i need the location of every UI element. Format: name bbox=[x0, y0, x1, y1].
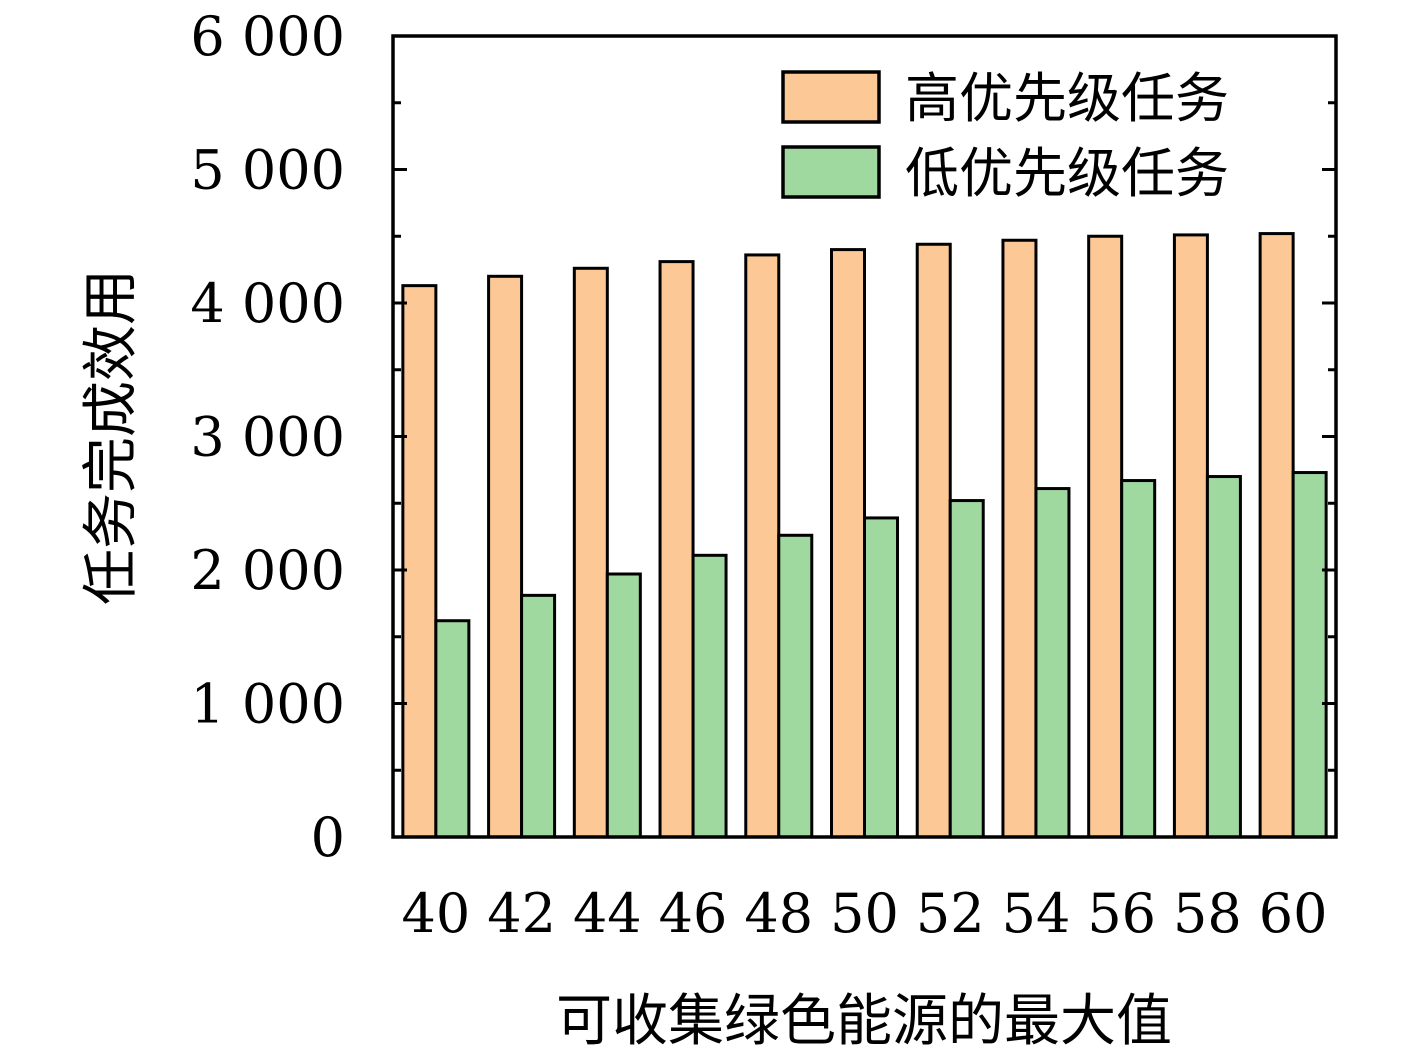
bar-low-58 bbox=[1205, 475, 1242, 839]
bar-low-50 bbox=[863, 516, 899, 839]
bar-low-60 bbox=[1291, 471, 1328, 839]
x-tick-label-48: 48 bbox=[744, 882, 813, 945]
y-tick-label-5000: 5 000 bbox=[190, 139, 345, 202]
x-tick-label-60: 60 bbox=[1259, 882, 1328, 945]
bar-high-44 bbox=[572, 266, 609, 839]
bar-low-46 bbox=[691, 553, 728, 839]
legend-label-low-priority: 低优先级任务 bbox=[905, 142, 1229, 205]
bar-low-40 bbox=[434, 619, 471, 839]
y-tick-label-1000: 1 000 bbox=[190, 673, 345, 736]
bar-high-40 bbox=[401, 284, 438, 839]
x-tick-label-56: 56 bbox=[1087, 882, 1156, 945]
bar-high-54 bbox=[1001, 238, 1038, 839]
bar-low-56 bbox=[1120, 479, 1157, 839]
x-tick-label-58: 58 bbox=[1173, 882, 1242, 945]
x-axis-title: 可收集绿色能源的最大值 bbox=[556, 989, 1172, 1051]
x-tick-label-54: 54 bbox=[1002, 882, 1071, 945]
bar-high-58 bbox=[1172, 233, 1209, 839]
legend-swatch-high-priority bbox=[781, 70, 881, 124]
axes-layer bbox=[391, 34, 1338, 839]
y-tick-label-4000: 4 000 bbox=[190, 272, 345, 335]
x-tick-label-52: 52 bbox=[916, 882, 985, 945]
y-tick-label-2000: 2 000 bbox=[190, 539, 345, 602]
bar-low-48 bbox=[777, 533, 814, 839]
tick-labels-layer: 40 42 44 46 48 50 52 54 56 58 60 0 1 000 2 000 3 000 4 … bbox=[190, 5, 1327, 945]
bar-low-52 bbox=[948, 499, 985, 839]
x-tick-label-40: 40 bbox=[402, 882, 471, 945]
y-tick-label-3000: 3 000 bbox=[190, 406, 345, 469]
x-tick-label-44: 44 bbox=[573, 882, 642, 945]
bars-layer bbox=[401, 232, 1328, 839]
x-tick-label-42: 42 bbox=[487, 882, 556, 945]
y-tick-label-6000: 6 000 bbox=[190, 5, 345, 68]
bar-high-42 bbox=[487, 274, 524, 839]
bar-low-44 bbox=[605, 572, 642, 839]
bar-low-54 bbox=[1034, 487, 1071, 839]
bar-low-42 bbox=[520, 593, 557, 839]
x-tick-label-46: 46 bbox=[659, 882, 728, 945]
bar-high-50 bbox=[830, 248, 866, 839]
y-axis-title: 任务完成效用 bbox=[79, 269, 144, 605]
legend-swatch-low-priority bbox=[781, 145, 881, 199]
legend: 高优先级任务 低优先级任务 bbox=[781, 67, 1229, 205]
bar-high-56 bbox=[1087, 234, 1124, 839]
bar-high-60 bbox=[1258, 232, 1295, 839]
bar-high-52 bbox=[915, 242, 952, 839]
bar-high-48 bbox=[744, 253, 781, 839]
legend-label-high-priority: 高优先级任务 bbox=[905, 67, 1229, 130]
x-tick-label-50: 50 bbox=[830, 882, 899, 945]
bar-high-46 bbox=[658, 260, 695, 839]
y-tick-label-0: 0 bbox=[311, 806, 345, 869]
